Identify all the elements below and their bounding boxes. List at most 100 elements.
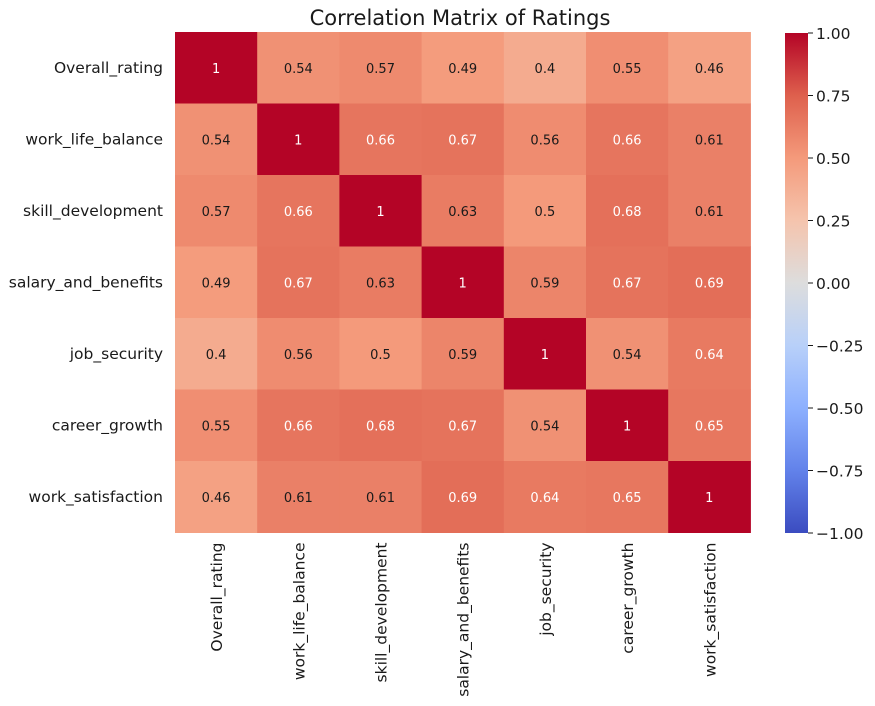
heatmap-cell — [339, 389, 423, 462]
cell-value-label: 0.56 — [530, 133, 559, 148]
heatmap-cell — [175, 461, 258, 533]
cell-value-label: 0.67 — [448, 133, 477, 148]
heatmap-cell — [586, 389, 669, 462]
heatmap-cell — [257, 389, 340, 462]
cell-value-label: 0.68 — [366, 419, 395, 434]
colorbar-tick-label: 0.50 — [816, 150, 851, 168]
column-labels: Overall_rating work_life_balance skill_dev… — [208, 543, 720, 697]
heatmap-cell — [668, 246, 751, 319]
heatmap-cell — [586, 175, 669, 247]
cell-value-label: 0.64 — [530, 491, 559, 506]
heatmap-cell — [421, 389, 505, 462]
column-label: job_security — [537, 543, 556, 637]
cell-value-label: 1 — [705, 491, 713, 506]
cell-value-label: 0.54 — [202, 133, 231, 148]
colorbar-ticks: 1.00 0.75 0.50 0.25 0.00 −0.25 −0.50 −0.75 −1.00 — [808, 25, 864, 543]
heatmap-cell — [175, 32, 258, 104]
heatmap-cell — [503, 103, 587, 176]
cell-value-label: 0.63 — [448, 205, 477, 220]
heatmap-cell — [339, 318, 423, 390]
cell-value-label: 0.61 — [695, 205, 724, 220]
column-label: work_satisfaction — [701, 543, 720, 677]
heatmap-cell — [503, 318, 587, 390]
cell-value-label: 0.66 — [284, 205, 313, 220]
column-label: skill_development — [373, 543, 392, 683]
row-label: work_life_balance — [25, 130, 163, 149]
heatmap-cell — [503, 32, 587, 104]
heatmap-cell — [175, 246, 258, 319]
heatmap-cell — [421, 246, 505, 319]
cell-value-label: 0.59 — [448, 348, 477, 363]
cell-value-label: 0.66 — [284, 419, 313, 434]
heatmap-cell — [421, 175, 505, 247]
heatmap-cell — [586, 32, 669, 104]
cell-value-label: 0.57 — [202, 205, 231, 220]
colorbar-tick-label: −0.75 — [816, 463, 864, 481]
cell-value-label: 1 — [623, 419, 631, 434]
heatmap-cell — [503, 175, 587, 247]
cell-value-label: 0.65 — [695, 419, 724, 434]
heatmap-cell — [339, 461, 423, 533]
row-label: skill_development — [23, 202, 163, 221]
heatmap-cell — [421, 318, 505, 390]
cell-value-label: 0.61 — [284, 491, 313, 506]
cell-value-label: 0.67 — [613, 276, 642, 291]
heatmap-cell — [503, 246, 587, 319]
cell-value-label: 0.66 — [366, 133, 395, 148]
heatmap-cell — [586, 103, 669, 176]
colorbar-tick-label: 0.00 — [816, 275, 851, 293]
row-label: job_security — [69, 345, 163, 364]
heatmap-cell — [668, 103, 751, 176]
heatmap-cell — [257, 318, 340, 390]
heatmap-cell — [339, 103, 423, 176]
cell-value-label: 0.64 — [695, 348, 724, 363]
column-label: Overall_rating — [208, 543, 227, 652]
row-label: Overall_rating — [54, 59, 163, 78]
column-label: career_growth — [619, 543, 638, 654]
heatmap-cell — [175, 175, 258, 247]
heatmap-cell — [421, 461, 505, 533]
heatmap-cell — [668, 318, 751, 390]
cell-value-label: 0.61 — [695, 133, 724, 148]
colorbar — [785, 33, 808, 533]
colorbar-tick-label: −0.25 — [816, 338, 864, 356]
cell-value-label: 0.68 — [613, 205, 642, 220]
heatmap-cell — [503, 389, 587, 462]
cell-value-label: 0.54 — [530, 419, 559, 434]
heatmap-cell — [668, 175, 751, 247]
cell-value-label: 0.4 — [535, 62, 556, 77]
cell-value-label: 0.46 — [202, 491, 231, 506]
heatmap-cell — [257, 461, 340, 533]
heatmap-cell — [175, 103, 258, 176]
cell-value-label: 0.57 — [366, 62, 395, 77]
column-label: work_life_balance — [290, 543, 309, 681]
heatmap-cell — [668, 32, 751, 104]
heatmap-cell — [503, 461, 587, 533]
heatmap-cell — [257, 103, 340, 176]
heatmap-cell — [339, 32, 423, 104]
heatmap-cell — [257, 246, 340, 319]
cell-value-label: 0.54 — [613, 348, 642, 363]
cell-value-label: 0.59 — [530, 276, 559, 291]
cell-value-label: 1 — [376, 205, 384, 220]
cell-value-label: 0.69 — [695, 276, 724, 291]
cell-value-label: 0.55 — [613, 62, 642, 77]
colorbar-tick-label: 0.75 — [816, 88, 851, 106]
heatmap-cell — [668, 461, 751, 533]
cell-value-label: 0.65 — [613, 491, 642, 506]
cell-value-label: 1 — [541, 348, 549, 363]
cell-value-label: 1 — [294, 133, 302, 148]
colorbar-tick-label: 1.00 — [816, 25, 851, 43]
cell-value-label: 1 — [459, 276, 467, 291]
heatmap-cell — [586, 318, 669, 390]
heatmap-cell — [257, 175, 340, 247]
row-label: career_growth — [52, 416, 163, 435]
row-labels: Overall_rating work_life_balance skill_dev… — [9, 59, 163, 507]
heatmap-cell — [668, 389, 751, 462]
cell-value-label: 0.5 — [370, 348, 391, 363]
heatmap-cell — [421, 32, 505, 104]
cell-value-label: 0.55 — [202, 419, 231, 434]
heatmap-cells: 1 0.54 0.57 0.49 0.4 0.55 0.46 0.54 1 0.66 0.67 0.5… — [175, 32, 751, 533]
heatmap-cell — [339, 246, 423, 319]
